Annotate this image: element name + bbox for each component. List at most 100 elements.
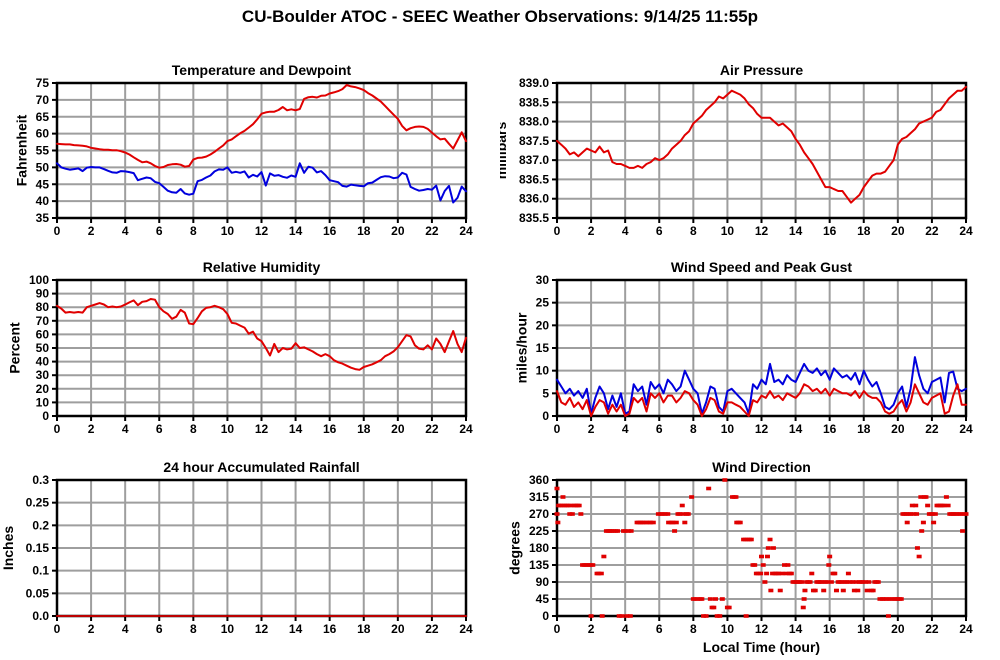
scatter-point-wind-direction: [554, 512, 560, 516]
scatter-point-wind-direction: [601, 554, 607, 559]
x-tick-label: 20: [891, 622, 905, 636]
y-tick-label: 839.0: [519, 76, 549, 90]
x-tick-label: 4: [622, 622, 629, 636]
y-tick-label: 60: [36, 327, 50, 341]
chart-cell-air-pressure: 0 2 4 6 8 10 12 14 16 18 20 22 24 835.5 836.0 836.5 837.…: [493, 55, 1000, 255]
y-tick-label: 5: [542, 386, 549, 400]
scatter-point-wind-direction: [875, 580, 881, 584]
y-axis-title: Fahrenheit: [13, 114, 29, 186]
scatter-point-wind-direction: [666, 520, 672, 525]
scatter-point-wind-direction: [685, 512, 691, 516]
chart-title: Wind Speed and Peak Gust: [671, 259, 852, 275]
x-tick-label: 8: [190, 422, 197, 436]
scatter-point-wind-direction: [555, 520, 561, 525]
chart-title: Wind Direction: [712, 459, 811, 475]
scatter-point-wind-direction: [614, 529, 620, 533]
scatter-point-wind-direction: [821, 588, 827, 593]
scatter-point-wind-direction: [923, 495, 929, 499]
y-tick-label: 315: [529, 490, 549, 504]
y-tick-label: 10: [36, 395, 50, 409]
scatter-point-wind-direction: [699, 597, 705, 601]
plot-border: [555, 81, 968, 220]
scatter-point-wind-direction: [847, 580, 853, 584]
y-tick-label: 0: [542, 409, 549, 423]
scatter-point-wind-direction: [733, 495, 739, 499]
scatter-point-wind-direction: [590, 563, 596, 567]
scatter-point-wind-direction: [622, 529, 628, 533]
scatter-point-wind-direction: [886, 597, 892, 601]
y-tick-label: 30: [36, 368, 50, 382]
scatter-point-wind-direction: [932, 512, 938, 516]
chart-cell-wind-direction: 0 2 4 6 8 10 12 14 16 18 20 22 24 0 45 90 135 180 225 270 31…: [500, 455, 1000, 655]
y-tick-label: 360: [529, 473, 549, 487]
chart-title: Temperature and Dewpoint: [172, 62, 352, 78]
scatter-point-wind-direction: [930, 512, 936, 516]
y-axis-title: millibars: [500, 122, 509, 180]
scatter-point-wind-direction: [567, 512, 573, 516]
scatter-point-wind-direction: [782, 563, 788, 567]
scatter-point-wind-direction: [925, 503, 931, 508]
scatter-point-wind-direction: [588, 614, 594, 618]
scatter-point-wind-direction: [673, 520, 679, 525]
y-axis-title: degrees: [507, 521, 523, 575]
chart-cell-rainfall: 0 2 4 6 8 10 12 14 16 18 20 22 24 0.0 0.05 0.1 0.15 0.2 0.…: [0, 455, 500, 655]
x-tick-label: 18: [357, 622, 371, 636]
scatter-point-wind-direction: [898, 597, 904, 601]
scatter-point-wind-direction: [850, 580, 856, 584]
scatter-point-wind-direction: [801, 597, 807, 601]
scatter-point-wind-direction: [680, 512, 686, 516]
y-tick-label: 0.15: [26, 541, 50, 555]
scatter-point-wind-direction: [779, 571, 785, 576]
scatter-point-wind-direction: [682, 520, 688, 525]
scatter-point-wind-direction: [885, 614, 891, 618]
chart-cell-relative-humidity: 0 2 4 6 8 10 12 14 16 18 20 22 24 0 10 20 30 40 50 60 70 80 90…: [0, 255, 500, 455]
scatter-point-wind-direction: [616, 614, 622, 618]
plot-border: [555, 278, 968, 418]
scatter-point-wind-direction: [706, 486, 712, 491]
x-tick-label: 14: [789, 622, 803, 636]
y-tick-label: 90: [536, 575, 550, 589]
scatter-point-wind-direction: [767, 537, 773, 542]
scatter-point-wind-direction: [913, 503, 919, 508]
y-tick-label: 0.0: [32, 609, 49, 623]
x-tick-label: 2: [588, 622, 595, 636]
scatter-point-wind-direction: [788, 571, 794, 576]
scatter-point-wind-direction: [655, 512, 661, 516]
x-tick-label: 10: [721, 422, 735, 436]
x-tick-label: 18: [357, 224, 371, 238]
chart-relative-humidity: 0 2 4 6 8 10 12 14 16 18 20 22 240102030405060708090…: [7, 259, 473, 436]
scatter-point-wind-direction: [770, 571, 776, 576]
y-axis-title: Inches: [0, 526, 16, 571]
scatter-point-wind-direction: [845, 571, 851, 576]
scatter-point-wind-direction: [677, 512, 683, 516]
scatter-point-wind-direction: [665, 512, 671, 516]
scatter-point-wind-direction: [679, 503, 685, 508]
scatter-point-wind-direction: [722, 478, 728, 482]
scatter-point-wind-direction: [748, 537, 754, 542]
y-tick-label: 40: [36, 355, 50, 369]
scatter-point-wind-direction: [726, 605, 732, 610]
scatter-point-wind-direction: [941, 503, 947, 508]
y-tick-label: 838.0: [519, 115, 549, 129]
y-tick-label: 45: [36, 177, 50, 191]
x-tick-label: 16: [823, 224, 837, 238]
y-tick-label: 0.2: [32, 518, 49, 532]
chart-wind-direction: 0 2 4 6 8 10 12 14 16 18 20 22 240459013518022527031…: [507, 459, 973, 655]
scatter-point-wind-direction: [807, 580, 813, 584]
x-tick-label: 4: [622, 422, 629, 436]
scatter-point-wind-direction: [628, 529, 634, 533]
scatter-point-wind-direction: [624, 614, 630, 618]
scatter-point-wind-direction: [672, 529, 678, 533]
series-wind-speed: [556, 383, 967, 417]
chart-air-pressure: 0 2 4 6 8 10 12 14 16 18 20 22 24835.5836.0836.5837.…: [493, 62, 973, 238]
y-tick-label: 20: [536, 318, 550, 332]
x-tick-label: 24: [959, 224, 973, 238]
x-tick-label: 4: [122, 422, 129, 436]
y-tick-label: 70: [36, 93, 50, 107]
x-tick-label: 20: [391, 422, 405, 436]
y-tick-label: 0: [42, 409, 49, 423]
x-tick-label: 8: [190, 622, 197, 636]
y-tick-label: 20: [36, 382, 50, 396]
scatter-point-wind-direction: [914, 512, 920, 516]
